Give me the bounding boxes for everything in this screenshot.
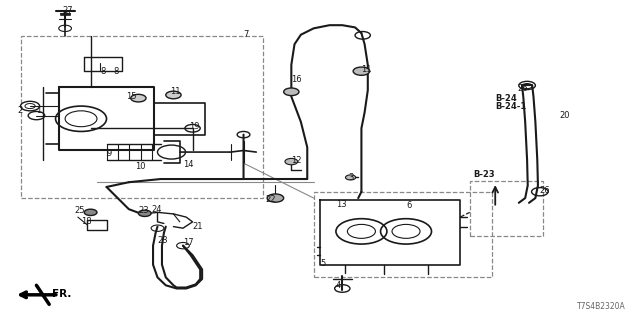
- Text: 19: 19: [189, 122, 200, 131]
- Bar: [314, 192, 492, 277]
- Text: 4: 4: [336, 281, 341, 290]
- Text: 3: 3: [349, 173, 354, 182]
- Text: 23: 23: [138, 206, 149, 215]
- Text: 8: 8: [100, 67, 106, 76]
- Text: 11: 11: [362, 65, 372, 74]
- Text: 1: 1: [36, 106, 42, 115]
- Text: 25: 25: [75, 206, 85, 215]
- Text: 27: 27: [62, 6, 72, 15]
- Text: T7S4B2320A: T7S4B2320A: [577, 302, 626, 311]
- Text: 22: 22: [266, 195, 276, 204]
- Text: 24: 24: [151, 205, 162, 214]
- Circle shape: [267, 194, 284, 202]
- Text: 18: 18: [81, 217, 92, 226]
- Text: 13: 13: [336, 200, 346, 209]
- Bar: [20, 36, 262, 198]
- Circle shape: [285, 158, 298, 165]
- Text: 14: 14: [183, 160, 193, 169]
- Text: 20: 20: [559, 111, 570, 120]
- Text: 7: 7: [244, 30, 249, 39]
- Text: 21: 21: [193, 222, 203, 231]
- Text: 5: 5: [320, 259, 325, 268]
- Circle shape: [131, 94, 146, 102]
- Text: 6: 6: [406, 202, 412, 211]
- Text: FR.: FR.: [52, 289, 72, 299]
- Circle shape: [346, 175, 356, 180]
- Text: 10: 10: [135, 162, 146, 171]
- Circle shape: [166, 91, 181, 99]
- Circle shape: [138, 210, 151, 216]
- Text: 2: 2: [17, 106, 22, 115]
- Text: B-23: B-23: [473, 170, 495, 179]
- Circle shape: [84, 209, 97, 215]
- Circle shape: [353, 67, 370, 75]
- Text: 12: 12: [291, 156, 302, 164]
- Text: 15: 15: [125, 92, 136, 101]
- Text: B-24-1: B-24-1: [495, 101, 527, 111]
- Circle shape: [284, 88, 299, 96]
- Text: 17: 17: [183, 238, 194, 247]
- Text: 23: 23: [157, 236, 168, 245]
- Bar: [470, 180, 543, 236]
- Text: B-24: B-24: [495, 94, 517, 103]
- Text: 9: 9: [106, 149, 112, 158]
- Text: 8: 8: [113, 67, 118, 76]
- Text: 26: 26: [540, 186, 550, 195]
- Text: 11: 11: [170, 87, 180, 96]
- Text: 26: 26: [518, 84, 528, 93]
- Text: 16: 16: [291, 75, 302, 84]
